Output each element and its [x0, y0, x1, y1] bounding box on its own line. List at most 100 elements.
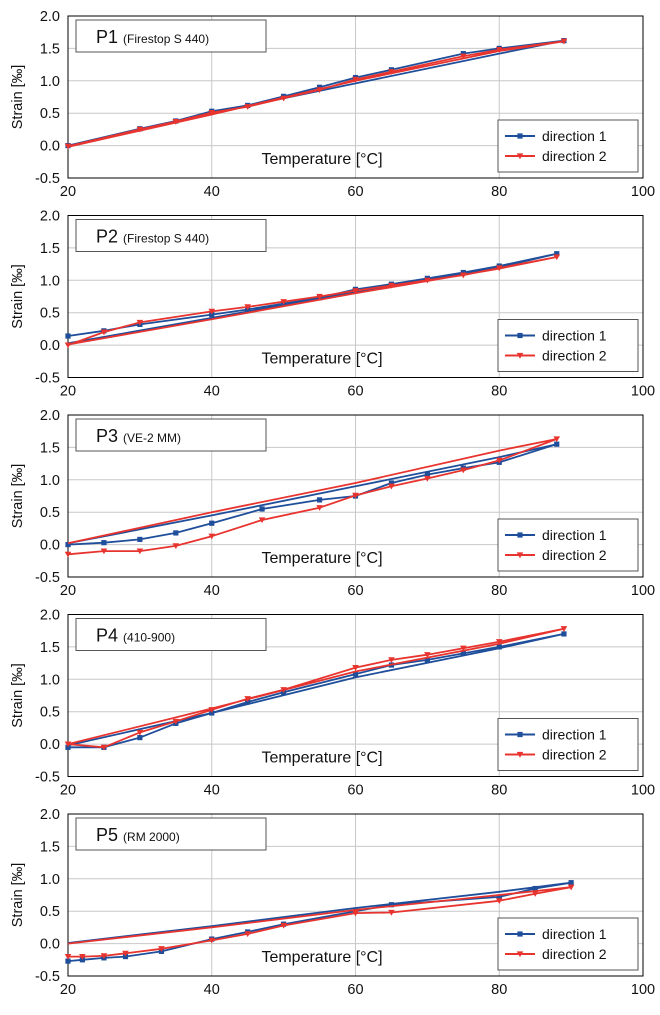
series-2-point [208, 109, 216, 116]
legend-label-2: direction 2 [542, 747, 607, 763]
series-1-point [496, 644, 502, 650]
series-2-point [136, 126, 144, 133]
chart-title: P3 (VE-2 MM) [96, 426, 181, 446]
x-tick-label: 100 [631, 384, 655, 400]
plot-frame [67, 414, 644, 578]
series-2-point [136, 548, 144, 555]
series-1-point [137, 536, 143, 543]
chart-panel-1: -0.5 0.0 0.5 1.0 1.5 2.0 20 40 60 80 100 Strain [‰]… [10, 9, 655, 200]
y-tick-label: -0.5 [35, 570, 60, 586]
chart-panel-2: -0.5 0.0 0.5 1.0 1.5 2.0 20 40 60 80 100 Strain [‰]… [10, 209, 655, 400]
title-label: P1 [96, 27, 123, 47]
y-tick-label: 1.0 [40, 872, 60, 888]
y-tick-label: -0.5 [35, 969, 60, 985]
series-2-point [208, 533, 216, 540]
series-2-point [495, 47, 503, 53]
series-1-point [424, 657, 430, 663]
y-tick-label: 0.0 [40, 338, 60, 354]
legend-box [497, 718, 639, 771]
title-box [75, 418, 267, 452]
series-1-point [496, 894, 502, 900]
series-2-point [208, 308, 216, 315]
y-tick-label: 2.0 [40, 209, 60, 225]
series-2-point [352, 288, 359, 294]
legend-label-1: direction 1 [542, 328, 607, 344]
legend-marker-2 [516, 352, 524, 359]
subtitle-label: (410-900) [123, 631, 175, 645]
legend-label-2: direction 2 [542, 148, 607, 164]
series-1-point [561, 631, 567, 637]
series-2-point [79, 953, 86, 960]
series-2-point [244, 696, 251, 702]
x-tick-label: 80 [491, 583, 507, 599]
series-1-point [122, 953, 129, 960]
y-tick-label: 1.5 [40, 241, 60, 257]
x-axis-label: Temperature [°C] [261, 949, 382, 966]
series-2-point [172, 718, 180, 725]
title-box [75, 19, 267, 53]
y-tick-label: 1.0 [40, 473, 60, 489]
series-1-point [209, 312, 215, 318]
legend-label-1: direction 1 [542, 926, 607, 942]
x-axis-label: Temperature [°C] [261, 550, 382, 567]
series-2-point [388, 657, 395, 664]
x-tick-label: 100 [631, 783, 655, 799]
series-1-point [568, 880, 574, 886]
series-2-point [172, 543, 180, 550]
title-label: P3 [96, 426, 123, 446]
legend-marker-2 [516, 751, 524, 758]
series-2-point [560, 626, 568, 632]
series-2-point [388, 282, 395, 289]
series-2-point [280, 299, 287, 305]
chart-panel-3: -0.5 0.0 0.5 1.0 1.5 2.0 20 40 60 80 100 Strain [‰]… [10, 408, 655, 599]
y-axis-label: Strain [‰] [10, 464, 26, 528]
chart-title: P2 (Firestop S 440) [96, 227, 209, 247]
y-tick-label: 2.0 [40, 608, 60, 624]
plot-frame [67, 215, 644, 378]
series-2-point [64, 143, 72, 150]
legend-marker-1 [517, 532, 523, 538]
series-2-point [122, 950, 129, 957]
x-tick-label: 40 [204, 184, 220, 200]
series-1-point [532, 885, 538, 892]
series-1-point [424, 472, 430, 478]
plot-frame [67, 15, 644, 179]
y-tick-label: 0.5 [40, 306, 60, 322]
y-tick-label: 1.5 [40, 41, 60, 57]
series-2-point [172, 119, 180, 125]
series-1-point [209, 520, 215, 526]
x-axis-label: Temperature [°C] [261, 749, 382, 766]
series-1-point [388, 902, 395, 908]
title-box [75, 219, 267, 252]
series-2-point [460, 53, 467, 60]
x-tick-label: 40 [204, 583, 220, 599]
x-tick-label: 100 [631, 982, 655, 998]
x-axis-label: Temperature [°C] [261, 151, 382, 168]
series-1-point [101, 540, 107, 546]
y-tick-label: 1.5 [40, 440, 60, 456]
series-2-point [531, 891, 539, 897]
x-tick-label: 60 [347, 982, 363, 998]
series-1-point [460, 650, 466, 656]
legend-marker-1 [517, 133, 523, 139]
chart-panel-4: -0.5 0.0 0.5 1.0 1.5 2.0 20 40 60 80 100 Strain [‰]… [10, 608, 655, 799]
series-2-point [258, 517, 266, 524]
subtitle-label: (Firestop S 440) [123, 32, 209, 46]
series-2-point [136, 319, 144, 326]
legend-marker-1 [517, 931, 523, 937]
series-2-point [244, 304, 251, 311]
series-2-point [495, 457, 503, 464]
y-tick-label: 0.5 [40, 106, 60, 122]
series-2-point [280, 687, 287, 693]
y-tick-label: 0.0 [40, 737, 60, 753]
series-1-point [79, 957, 85, 963]
y-tick-label: 2.0 [40, 807, 60, 823]
series-2-point [280, 95, 287, 102]
legend-marker-2 [516, 951, 524, 958]
y-tick-label: 0.0 [40, 538, 60, 554]
series-2-point [208, 707, 216, 713]
legend-marker-2 [516, 153, 524, 160]
series-2-point [460, 272, 467, 279]
series-2-point [64, 953, 72, 960]
